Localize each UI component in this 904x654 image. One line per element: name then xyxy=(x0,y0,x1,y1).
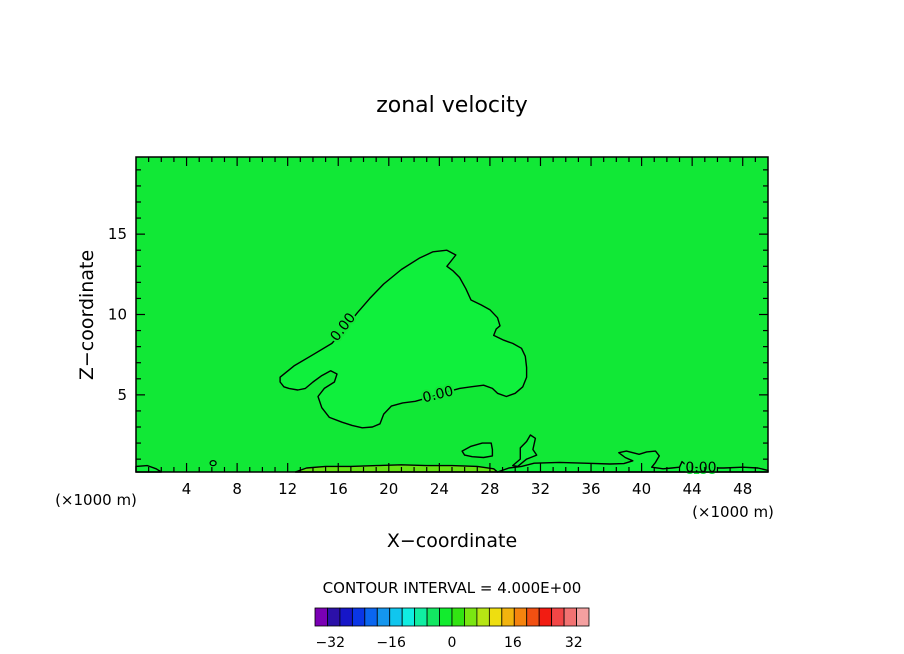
colorbar-swatch xyxy=(526,607,540,627)
colorbar-tick-label: −32 xyxy=(315,635,345,651)
colorbar: −32 −16 0 16 32 xyxy=(314,607,590,651)
x-tick-label: 36 xyxy=(581,480,600,498)
x-tick-label: 12 xyxy=(278,480,297,498)
x-axis-label: X−coordinate xyxy=(387,530,517,552)
colorbar-swatch xyxy=(501,607,515,627)
bottom-strip-right xyxy=(496,450,769,473)
colorbar-swatch xyxy=(513,607,528,627)
chart-title: zonal velocity xyxy=(376,93,528,118)
x-unit-right: (×1000 m) xyxy=(692,503,774,521)
x-tick-label: 20 xyxy=(379,480,398,498)
small-island-b xyxy=(512,434,538,468)
x-tick-label: 44 xyxy=(683,480,702,498)
y-axis-ticks: 5 10 15 xyxy=(108,169,768,460)
colorbar-swatch xyxy=(339,607,353,627)
x-tick-label: 16 xyxy=(329,480,348,498)
y-tick-label: 10 xyxy=(108,306,127,324)
colorbar-swatch xyxy=(538,607,553,627)
colorbar-swatch xyxy=(439,607,453,627)
x-axis-ticks: 4 8 12 16 20 24 28 32 36 40 44 48 xyxy=(148,157,756,498)
colorbar-swatch xyxy=(364,607,378,627)
tiny-contour xyxy=(209,460,217,467)
x-unit-left: (×1000 m) xyxy=(55,491,137,509)
colorbar-swatch xyxy=(351,607,366,627)
x-tick-label: 8 xyxy=(232,480,242,498)
x-tick-label: 24 xyxy=(430,480,449,498)
colorbar-swatch xyxy=(476,607,490,627)
colorbar-tick-label: −16 xyxy=(376,635,406,651)
colorbar-swatch xyxy=(488,607,503,627)
x-tick-label: 40 xyxy=(632,480,651,498)
contour-interval-text: CONTOUR INTERVAL = 4.000E+00 xyxy=(323,579,582,597)
colorbar-swatch xyxy=(576,607,590,627)
colorbar-tick-label: 16 xyxy=(504,635,522,651)
colorbar-swatch xyxy=(401,607,416,627)
contour-label-bottom: 0.00 xyxy=(685,460,716,476)
bottom-positive-strip xyxy=(294,464,499,473)
x-tick-label: 48 xyxy=(733,480,752,498)
colorbar-tick-label: 32 xyxy=(565,635,583,651)
colorbar-swatch xyxy=(389,607,403,627)
colorbar-swatch xyxy=(551,607,565,627)
x-tick-label: 4 xyxy=(182,480,192,498)
y-tick-label: 15 xyxy=(108,225,127,243)
small-island-a xyxy=(461,442,494,459)
colorbar-tick-label: 0 xyxy=(448,635,457,651)
y-tick-label: 5 xyxy=(117,386,127,404)
colorbar-swatch xyxy=(451,607,465,627)
x-tick-label: 28 xyxy=(480,480,499,498)
plot-area: 0.000.000.00 xyxy=(135,156,769,478)
colorbar-swatch xyxy=(464,607,478,627)
y-axis-label: Z−coordinate xyxy=(76,250,98,380)
colorbar-swatch xyxy=(327,607,341,627)
colorbar-swatch xyxy=(563,607,577,627)
x-tick-label: 32 xyxy=(531,480,550,498)
colorbar-swatch xyxy=(314,607,328,627)
colorbar-swatch xyxy=(376,607,391,627)
main-negative-region xyxy=(279,249,528,429)
colorbar-swatch xyxy=(426,607,440,627)
colorbar-swatch xyxy=(414,607,428,627)
